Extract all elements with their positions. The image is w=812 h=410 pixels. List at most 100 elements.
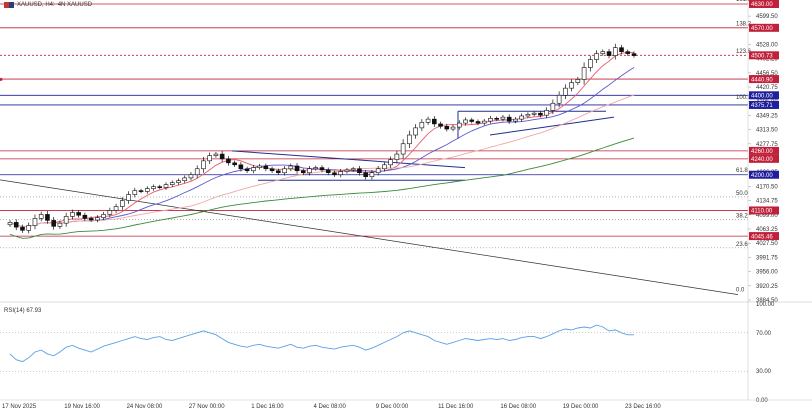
candle xyxy=(282,165,287,176)
candle xyxy=(226,156,231,166)
candle xyxy=(538,110,543,118)
candle-body xyxy=(163,184,169,188)
candle xyxy=(70,209,75,220)
candle-body xyxy=(282,168,287,174)
candle xyxy=(544,107,549,119)
candle xyxy=(594,50,599,63)
candle xyxy=(144,186,150,194)
fib-level-label: 161.8 xyxy=(736,0,752,3)
price-tick-label: 4134.75 xyxy=(756,199,778,205)
candle xyxy=(32,214,38,230)
rsi-tick-label: 0.00 xyxy=(756,398,768,404)
candle xyxy=(263,163,269,172)
time-tick-label: 17 Nov 2025 xyxy=(2,404,37,410)
candle xyxy=(182,175,188,184)
symbol-flag-icon xyxy=(4,2,14,8)
candle-body xyxy=(244,168,250,172)
candle-body xyxy=(120,200,125,207)
candle xyxy=(95,215,100,223)
price-tag: 4440.90 xyxy=(749,75,779,83)
rsi-panel: RSI(14) 67.93 100.00 70.00 30.00 0.00 xyxy=(0,301,812,404)
candle xyxy=(588,55,593,72)
price-tag: 4240.00 xyxy=(749,154,779,163)
candle-body xyxy=(45,214,50,221)
candle xyxy=(194,165,200,179)
candle xyxy=(207,152,212,164)
candle xyxy=(432,116,437,127)
symbol-label: XAUUSD, H4: xyxy=(17,2,55,8)
candle-body xyxy=(407,134,412,145)
candle xyxy=(481,118,487,126)
fib-labels: 161.8 138.2 123.6 100.0 61.8 50.0 38.2 23.6 0.0 xyxy=(736,0,752,293)
candle-body xyxy=(20,226,25,231)
candle-body xyxy=(531,112,537,115)
candle xyxy=(276,168,281,175)
candle-body xyxy=(456,122,462,128)
candle xyxy=(581,62,587,85)
candle-body xyxy=(144,188,150,192)
candle xyxy=(444,123,450,132)
candle xyxy=(63,212,69,227)
candle xyxy=(357,165,362,176)
price-tag: 4045.46 xyxy=(749,232,779,240)
candle xyxy=(244,166,250,173)
candle xyxy=(456,120,462,130)
candle xyxy=(494,116,500,121)
time-tick-label: 24 Nov 08:00 xyxy=(127,404,163,410)
rsi-tick-label: 100.00 xyxy=(756,302,775,308)
candle xyxy=(251,165,256,174)
price-tick-label: 4420.75 xyxy=(756,85,778,91)
candle xyxy=(319,165,325,173)
candle-body xyxy=(425,118,431,123)
candle xyxy=(438,121,443,129)
rsi-tick-label: 30.00 xyxy=(756,369,772,375)
price-tag: 4500.73 xyxy=(749,51,779,60)
candle xyxy=(575,76,581,86)
candle xyxy=(101,211,106,221)
candle xyxy=(363,169,368,180)
time-tick-label: 11 Dec 16:00 xyxy=(438,404,474,410)
candle-body xyxy=(538,112,543,116)
price-tick-label: 3991.75 xyxy=(756,255,778,261)
flag-lower-line xyxy=(489,116,615,136)
candle-body xyxy=(63,216,69,224)
candle-body xyxy=(419,122,425,129)
price-tag: 4630.00 xyxy=(749,0,779,8)
price-tag-label: 4260.00 xyxy=(751,149,773,155)
candle xyxy=(213,152,219,158)
candle-body xyxy=(157,186,163,188)
candle xyxy=(20,224,25,233)
symbol-title: XAUUSD, H4: 4N XAUUSD xyxy=(4,2,92,8)
candle-body xyxy=(563,87,568,96)
candle xyxy=(419,119,425,132)
price-tag-bg xyxy=(749,23,779,32)
candle-body xyxy=(76,212,81,216)
candle-body xyxy=(207,155,212,162)
candle-body xyxy=(232,162,237,166)
candle xyxy=(269,166,275,173)
fib-level-label: 23.6 xyxy=(736,242,748,248)
fib-level-label: 100.0 xyxy=(736,95,752,101)
candle-body xyxy=(494,118,500,120)
candle xyxy=(350,166,356,172)
candle-body xyxy=(70,212,75,217)
price-tick-label: 4456.50 xyxy=(756,71,778,77)
price-tick-label: 3884.50 xyxy=(756,298,778,304)
fib-level-label: 0.0 xyxy=(736,287,745,293)
candle-body xyxy=(432,118,437,125)
candle xyxy=(369,169,375,180)
candle-body xyxy=(382,164,387,170)
candle xyxy=(619,44,624,55)
candle xyxy=(325,167,331,176)
price-tag-label: 4570.00 xyxy=(751,26,773,32)
price-tick-label: 4170.50 xyxy=(756,184,778,190)
candle-body xyxy=(300,170,306,174)
candle-body xyxy=(375,168,381,174)
candle-body xyxy=(394,153,400,160)
candle xyxy=(382,162,387,172)
price-tag: 4200.00 xyxy=(749,170,779,179)
price-tick-label: 4349.25 xyxy=(756,113,778,119)
time-axis[interactable]: 17 Nov 2025 19 Nov 16:00 24 Nov 08:00 27 No… xyxy=(0,399,812,410)
